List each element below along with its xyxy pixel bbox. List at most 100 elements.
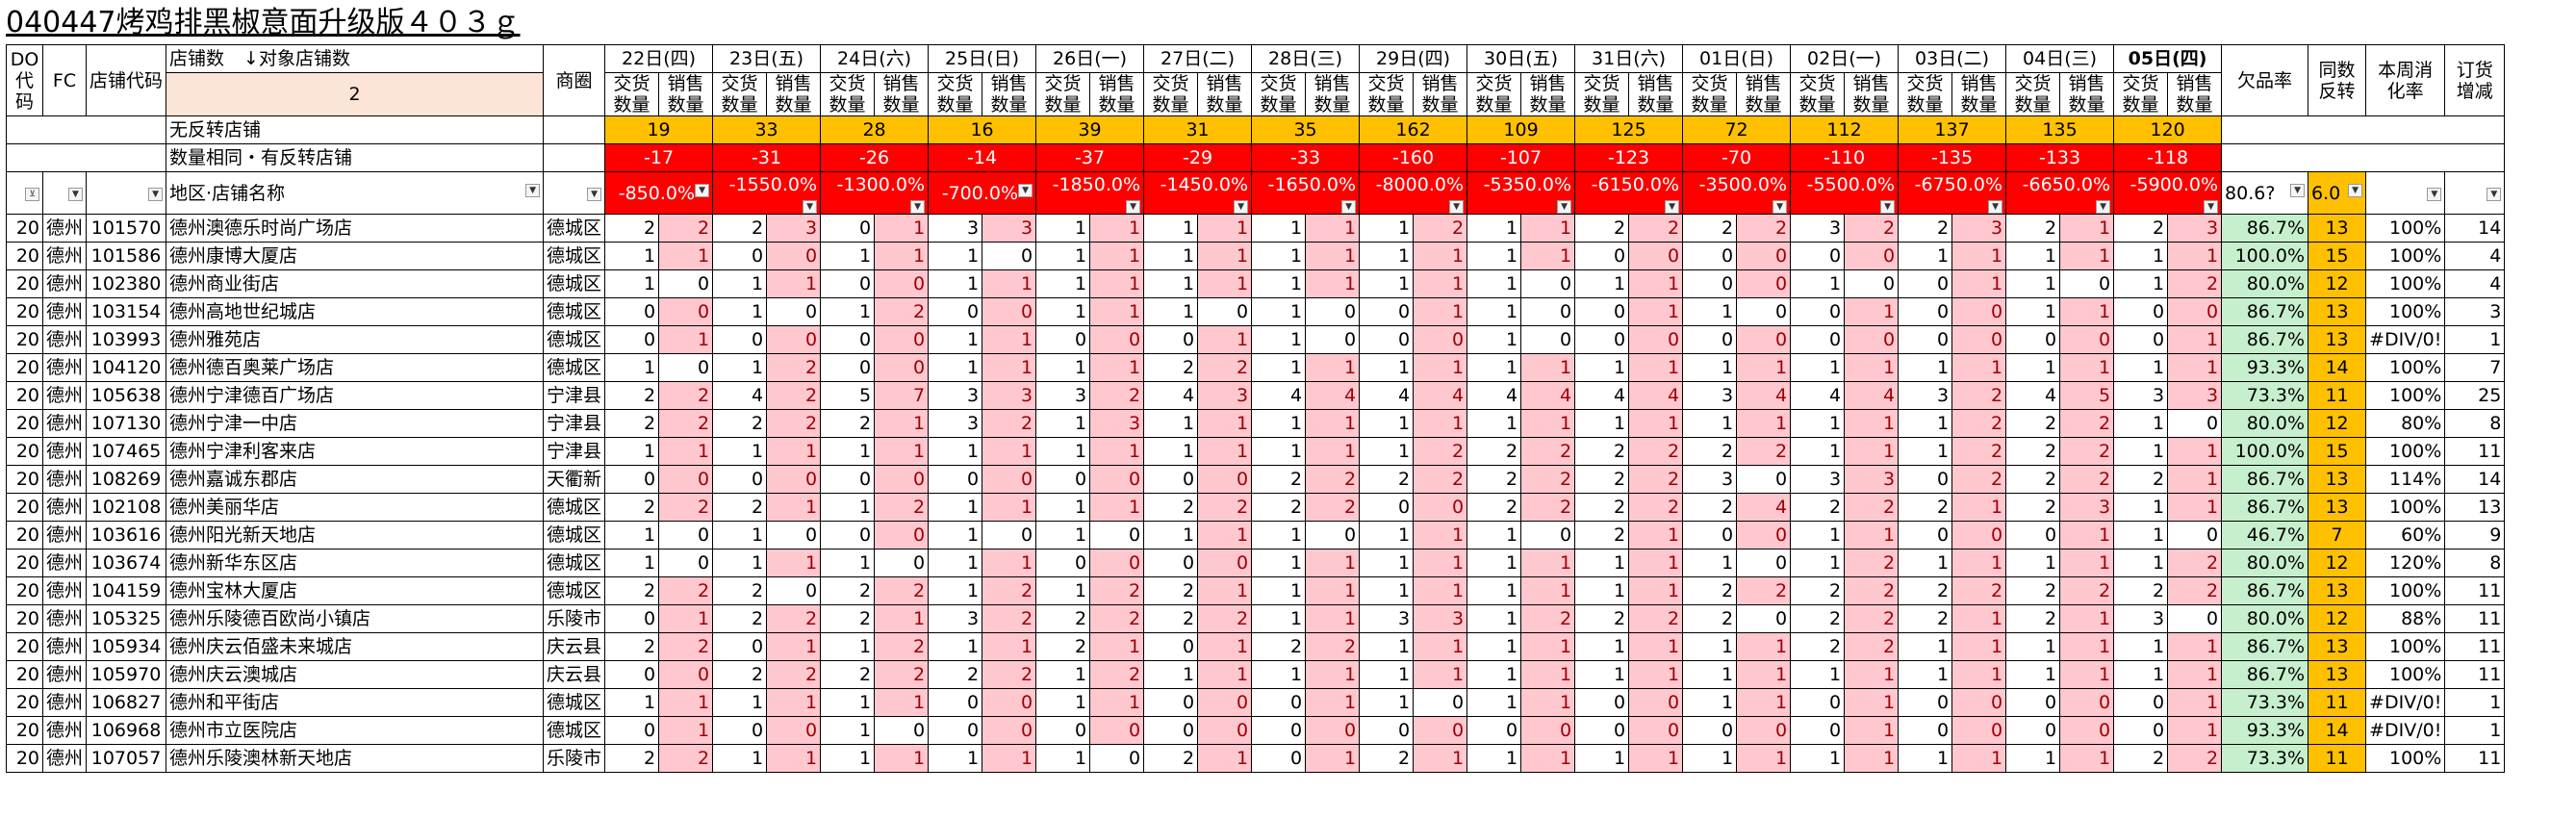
sales-qty-cell[interactable]: 2	[982, 604, 1037, 633]
deliver-qty-cell[interactable]: 1	[1790, 549, 1846, 577]
area-cell[interactable]: 宁津县	[543, 381, 606, 410]
deliver-qty-cell[interactable]: 4	[1251, 381, 1307, 410]
deliver-qty-cell[interactable]: 2	[1143, 576, 1199, 605]
sales-qty-cell[interactable]: 1	[1197, 437, 1253, 466]
deliver-qty-cell[interactable]: 2	[2005, 409, 2061, 438]
deliver-qty-cell[interactable]: 1	[820, 297, 876, 326]
order-inc-cell[interactable]: 8	[2444, 549, 2506, 577]
deliver-qty-cell[interactable]: 2	[604, 744, 660, 773]
sales-qty-cell[interactable]: 2	[1520, 437, 1576, 466]
store-code-cell[interactable]: 105970	[86, 660, 167, 689]
sales-qty-cell[interactable]: 0	[874, 325, 930, 354]
deliver-qty-cell[interactable]: 1	[712, 353, 768, 382]
deliver-qty-cell[interactable]: 3	[928, 604, 983, 633]
sales-qty-cell[interactable]: 2	[982, 660, 1037, 689]
deliver-qty-cell[interactable]: 1	[1143, 214, 1199, 243]
sales-qty-cell[interactable]: 1	[1628, 297, 1684, 326]
deliver-qty-cell[interactable]: 1	[1251, 576, 1307, 605]
filter-dropdown-icon[interactable]: ▼	[1988, 200, 2003, 214]
deliver-qty-cell[interactable]: 1	[1251, 521, 1307, 550]
sales-qty-cell[interactable]: 1	[2059, 297, 2115, 326]
store-code-cell[interactable]: 102380	[86, 269, 167, 298]
sales-qty-cell[interactable]: 1	[1844, 660, 1900, 689]
sales-qty-cell[interactable]: 1	[1413, 632, 1468, 661]
deliver-qty-cell[interactable]: 1	[1574, 744, 1630, 773]
sales-qty-cell[interactable]: 2	[874, 493, 930, 522]
short-rate-cell[interactable]: 80.0%	[2221, 604, 2309, 633]
sales-qty-cell[interactable]: 0	[1413, 325, 1468, 354]
fc-cell[interactable]: 德州	[41, 381, 88, 410]
sales-qty-cell[interactable]: 2	[874, 297, 930, 326]
short-rate-cell[interactable]: 86.7%	[2221, 576, 2309, 605]
deliver-qty-cell[interactable]: 1	[1359, 409, 1415, 438]
sales-qty-cell[interactable]: 2	[1844, 576, 1900, 605]
short-rate-cell[interactable]: 86.7%	[2221, 297, 2309, 326]
deliver-qty-cell[interactable]: 1	[1143, 521, 1199, 550]
sales-qty-cell[interactable]: 2	[1197, 493, 1253, 522]
deliver-qty-cell[interactable]: 1	[2113, 437, 2169, 466]
sales-qty-cell[interactable]: 1	[874, 242, 930, 270]
fc-cell[interactable]: 德州	[41, 325, 88, 354]
deliver-qty-cell[interactable]: 2	[1790, 493, 1846, 522]
sales-qty-cell[interactable]: 1	[1089, 242, 1145, 270]
area-cell[interactable]: 德城区	[543, 242, 606, 270]
deliver-qty-cell[interactable]: 1	[1035, 576, 1091, 605]
store-code-cell[interactable]: 107465	[86, 437, 167, 466]
sales-qty-cell[interactable]: 2	[658, 409, 714, 438]
store-code-cell[interactable]: 105638	[86, 381, 167, 410]
deliver-qty-cell[interactable]: 2	[1790, 632, 1846, 661]
week-rate-cell[interactable]: 100%	[2365, 437, 2446, 466]
filter-dropdown-icon[interactable]: ▼	[525, 183, 541, 197]
fc-cell[interactable]: 德州	[41, 269, 88, 298]
deliver-qty-cell[interactable]: 0	[1898, 688, 1953, 717]
sales-qty-cell[interactable]: 1	[766, 549, 822, 577]
short-rate-cell[interactable]: 46.7%	[2221, 521, 2309, 550]
filter-code[interactable]: ▼	[86, 171, 167, 215]
sales-qty-cell[interactable]: 0	[1520, 325, 1576, 354]
order-inc-cell[interactable]: 13	[2444, 493, 2506, 522]
sales-qty-cell[interactable]: 1	[1736, 744, 1792, 773]
sales-qty-cell[interactable]: 0	[1628, 242, 1684, 270]
sales-qty-cell[interactable]: 1	[1197, 632, 1253, 661]
sales-qty-cell[interactable]: 0	[1628, 688, 1684, 717]
sales-qty-cell[interactable]: 1	[1628, 632, 1684, 661]
sales-qty-cell[interactable]: 2	[1844, 214, 1900, 243]
sales-qty-cell[interactable]: 2	[874, 576, 930, 605]
deliver-qty-cell[interactable]: 1	[1035, 521, 1091, 550]
sales-qty-cell[interactable]: 0	[1736, 521, 1792, 550]
deliver-qty-cell[interactable]: 1	[820, 242, 876, 270]
deliver-qty-cell[interactable]: 0	[1359, 325, 1415, 354]
deliver-qty-cell[interactable]: 3	[1898, 381, 1953, 410]
deliver-qty-cell[interactable]: 2	[1682, 604, 1738, 633]
deliver-qty-cell[interactable]: 1	[2005, 297, 2061, 326]
deliver-qty-cell[interactable]: 1	[1251, 549, 1307, 577]
deliver-qty-cell[interactable]: 4	[1574, 381, 1630, 410]
sales-qty-cell[interactable]: 1	[1951, 744, 2007, 773]
sales-qty-cell[interactable]: 1	[1951, 242, 2007, 270]
sales-qty-cell[interactable]: 0	[658, 521, 714, 550]
deliver-qty-cell[interactable]: 1	[1035, 744, 1091, 773]
sales-qty-cell[interactable]: 0	[1089, 716, 1145, 745]
filter-dropdown-icon[interactable]: ▼	[2487, 188, 2502, 201]
week-rate-cell[interactable]: 100%	[2365, 242, 2446, 270]
short-rate-cell[interactable]: 93.3%	[2221, 716, 2309, 745]
deliver-qty-cell[interactable]: 1	[1143, 437, 1199, 466]
deliver-qty-cell[interactable]: 2	[1251, 465, 1307, 494]
sales-qty-cell[interactable]: 2	[658, 214, 714, 243]
deliver-qty-cell[interactable]: 1	[1035, 214, 1091, 243]
deliver-qty-cell[interactable]: 0	[604, 716, 660, 745]
filter-dropdown-icon[interactable]: ▼	[148, 188, 164, 201]
sales-qty-cell[interactable]: 2	[1305, 465, 1361, 494]
order-inc-cell[interactable]: 9	[2444, 521, 2506, 550]
area-cell[interactable]: 德城区	[543, 521, 606, 550]
store-code-cell[interactable]: 107130	[86, 409, 167, 438]
do-code-cell[interactable]: 20	[6, 604, 43, 633]
sales-qty-cell[interactable]: 1	[658, 437, 714, 466]
sales-qty-cell[interactable]: 1	[982, 353, 1037, 382]
deliver-qty-cell[interactable]: 4	[712, 381, 768, 410]
sales-qty-cell[interactable]: 0	[1197, 465, 1253, 494]
sales-qty-cell[interactable]: 1	[1844, 521, 1900, 550]
sales-qty-cell[interactable]: 2	[658, 493, 714, 522]
sales-qty-cell[interactable]: 2	[1736, 214, 1792, 243]
sales-qty-cell[interactable]: 3	[982, 381, 1037, 410]
